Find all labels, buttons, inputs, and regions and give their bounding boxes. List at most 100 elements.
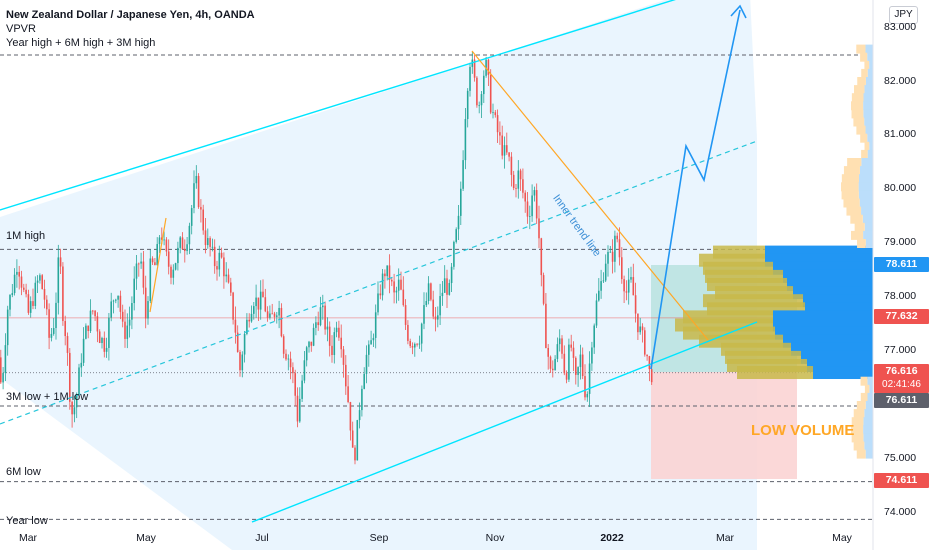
candle-body	[625, 291, 628, 293]
bar-countdown: 02:41:46	[882, 379, 921, 390]
candle-body	[462, 160, 464, 189]
candle-body	[87, 325, 89, 332]
candle-body	[200, 207, 202, 210]
candle-body	[204, 230, 207, 246]
candle-body	[248, 319, 250, 322]
vp-faint-down	[843, 198, 860, 208]
candle-body	[133, 278, 135, 304]
vp-faint-up	[864, 409, 873, 419]
candle-body	[423, 305, 425, 324]
candle-body	[542, 275, 545, 304]
x-tick: Jul	[255, 532, 269, 544]
candle-body	[627, 279, 630, 293]
candle-body	[299, 398, 301, 422]
candle-body	[365, 354, 368, 374]
vp-faint-up	[859, 166, 873, 176]
candle-body	[496, 115, 499, 133]
candle-body	[246, 319, 248, 334]
currency-button[interactable]: JPY	[889, 6, 918, 24]
indicator-name[interactable]: VPVR	[6, 23, 36, 35]
x-tick: Mar	[715, 532, 735, 544]
candle-body	[2, 373, 4, 383]
candle-body	[411, 346, 414, 348]
candle-body	[154, 262, 156, 266]
candle-body	[549, 356, 552, 369]
vp-bar-up	[813, 366, 873, 380]
candle-body	[278, 307, 280, 316]
candle-body	[524, 192, 526, 202]
candle-body	[124, 321, 126, 339]
vp-faint-up	[865, 401, 873, 410]
vp-faint-up	[858, 182, 873, 192]
candle-body	[508, 152, 510, 157]
low-volume-zone	[651, 372, 797, 479]
candle-body	[112, 300, 115, 302]
vp-faint-down	[860, 52, 868, 62]
candle-body	[225, 274, 227, 277]
candle-body	[510, 156, 513, 175]
candle-body	[356, 420, 359, 461]
candle-body	[588, 363, 591, 394]
candle-body	[239, 352, 241, 371]
candle-body	[648, 356, 651, 370]
candle-body	[303, 360, 306, 381]
level-label-year-low: Year low	[6, 515, 48, 527]
candle-body	[538, 218, 540, 239]
candle-body	[218, 252, 221, 270]
candle-body	[23, 287, 25, 290]
candle-body	[499, 132, 501, 136]
vp-faint-up	[864, 85, 873, 95]
vp-faint-up	[867, 149, 873, 159]
candle-body	[236, 332, 239, 353]
vp-faint-up	[858, 174, 873, 184]
candle-body	[103, 337, 106, 352]
vp-faint-down	[846, 206, 862, 216]
candle-body	[315, 322, 317, 328]
candle-body	[170, 266, 172, 278]
candle-body	[190, 208, 193, 226]
candle-body	[363, 373, 365, 389]
vp-faint-down	[864, 60, 870, 70]
vp-faint-down	[841, 174, 859, 184]
x-tick: May	[832, 532, 852, 544]
candle-body	[62, 266, 64, 322]
candle-body	[36, 280, 39, 283]
candle-body	[637, 313, 639, 333]
candle-body	[556, 344, 559, 359]
vp-faint-up	[864, 222, 873, 232]
candle-body	[489, 74, 492, 113]
current-price: 76.616	[885, 365, 918, 377]
candle-body	[512, 174, 515, 189]
candle-body	[253, 306, 255, 314]
x-tick: Sep	[369, 532, 389, 544]
candle-body	[292, 367, 294, 374]
candle-body	[144, 287, 147, 319]
candle-body	[213, 246, 216, 267]
candle-body	[464, 119, 467, 161]
candle-body	[639, 326, 641, 333]
candle-body	[119, 295, 122, 312]
vp-faint-down	[864, 141, 870, 151]
candle-body	[94, 310, 96, 317]
candle-body	[457, 215, 460, 230]
vp-faint-up	[864, 117, 873, 127]
candle-body	[301, 380, 303, 399]
candle-body	[115, 299, 117, 301]
candle-body	[312, 327, 315, 346]
candle-body	[271, 313, 273, 315]
candle-body	[163, 239, 165, 241]
x-tick: May	[136, 532, 156, 544]
candle-body	[547, 347, 549, 357]
candle-body	[202, 209, 204, 231]
candle-body	[460, 188, 462, 216]
candle-body	[377, 293, 379, 313]
candle-body	[402, 289, 405, 306]
candle-body	[517, 170, 520, 189]
level-label-3m-low: 3M low + 1M low	[6, 391, 89, 403]
vp-faint-down	[851, 425, 864, 435]
candle-body	[552, 368, 554, 371]
candle-body	[568, 344, 570, 380]
indicator-subtitle: Year high + 6M high + 3M high	[6, 37, 156, 49]
vp-faint-down	[847, 158, 862, 167]
